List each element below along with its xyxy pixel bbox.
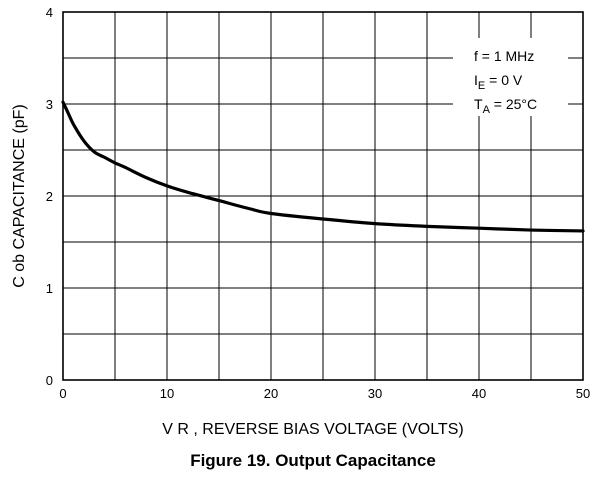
y-tick-label: 2 <box>46 189 53 204</box>
annotation-line: f = 1 MHz <box>474 48 534 64</box>
x-tick-label: 40 <box>472 386 486 401</box>
y-tick-label: 3 <box>46 97 53 112</box>
x-tick-label: 30 <box>368 386 382 401</box>
capacitance-curve <box>61 100 585 233</box>
annotation-line: TA = 25°C <box>474 96 537 116</box>
x-tick-label: 50 <box>576 386 590 401</box>
y-tick-label: 4 <box>46 5 53 20</box>
curve-layer <box>61 100 585 233</box>
x-tick-label: 0 <box>59 386 66 401</box>
figure-caption: Figure 19. Output Capacitance <box>190 451 436 470</box>
plot-frame <box>62 11 584 381</box>
grid-layer <box>63 12 583 380</box>
annotation-line: IE = 0 V <box>474 72 523 92</box>
x-axis-label: V R , REVERSE BIAS VOLTAGE (VOLTS) <box>162 421 463 438</box>
y-axis-label: C ob CAPACITANCE (pF) <box>11 104 28 287</box>
x-tick-label: 10 <box>160 386 174 401</box>
annotation-text: f = 1 MHz IE = 0 V TA = 25°C <box>474 48 537 116</box>
y-tick-label: 0 <box>46 373 53 388</box>
tick-labels: 0 10 20 30 40 50 0 1 2 3 4 <box>46 5 590 401</box>
annotation-box <box>453 38 568 116</box>
x-tick-label: 20 <box>264 386 278 401</box>
y-tick-label: 1 <box>46 281 53 296</box>
